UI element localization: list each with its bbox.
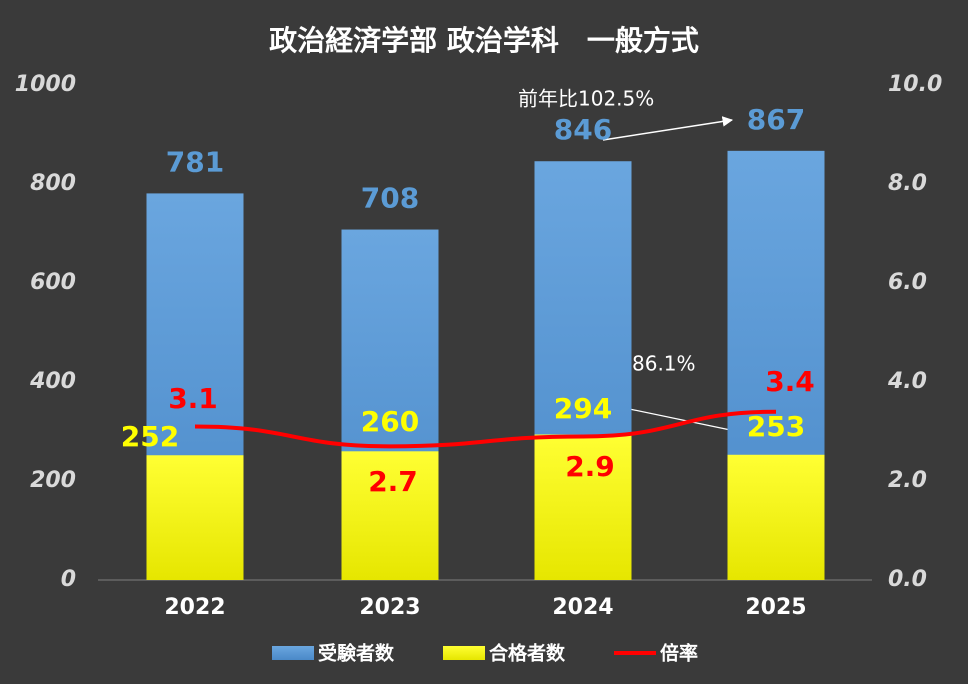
y2-tick-label: 0.0 [888, 567, 927, 592]
legend-label: 受験者数 [318, 642, 395, 665]
data-label: 846 [554, 113, 612, 146]
data-label: 294 [554, 392, 612, 425]
data-label: 253 [747, 410, 805, 443]
x-tick-label: 2025 [745, 595, 806, 620]
bar [534, 434, 632, 580]
data-label: 3.1 [168, 382, 218, 415]
data-label: 781 [166, 145, 224, 178]
data-label: 708 [361, 182, 419, 215]
y-tick-label: 0 [61, 567, 76, 592]
y2-tick-label: 6.0 [888, 270, 927, 295]
legend-swatch [272, 646, 314, 660]
y-tick-label: 800 [30, 171, 76, 196]
y2-tick-label: 2.0 [888, 468, 927, 493]
data-label: 252 [121, 420, 179, 453]
data-label: 260 [361, 405, 419, 438]
y-tick-label: 1000 [15, 72, 76, 97]
annotation-arrow [614, 405, 741, 435]
bar [727, 454, 825, 580]
data-label: 3.4 [765, 365, 815, 398]
bar [341, 451, 439, 580]
x-tick-label: 2022 [164, 595, 225, 620]
bar [146, 455, 244, 580]
annotation: 前年比102.5% [518, 87, 654, 111]
y-tick-label: 600 [30, 270, 76, 295]
y-tick-label: 200 [30, 468, 76, 493]
y2-tick-label: 8.0 [888, 171, 927, 196]
x-tick-label: 2024 [552, 595, 613, 620]
y2-tick-label: 10.0 [888, 72, 942, 97]
legend-label: 倍率 [660, 642, 698, 665]
annotation-arrow [602, 116, 734, 141]
data-label: 2.9 [565, 450, 615, 483]
y2-tick-label: 4.0 [887, 369, 927, 394]
line [194, 409, 777, 449]
legend-label: 合格者数 [489, 642, 566, 665]
x-tick-label: 2023 [359, 595, 420, 620]
data-label: 867 [747, 103, 805, 136]
y-tick-label: 400 [29, 369, 76, 394]
data-label: 2.7 [368, 465, 418, 498]
legend-swatch [443, 646, 485, 660]
chart-title: 政治経済学部 政治学科 一般方式 [269, 24, 699, 57]
